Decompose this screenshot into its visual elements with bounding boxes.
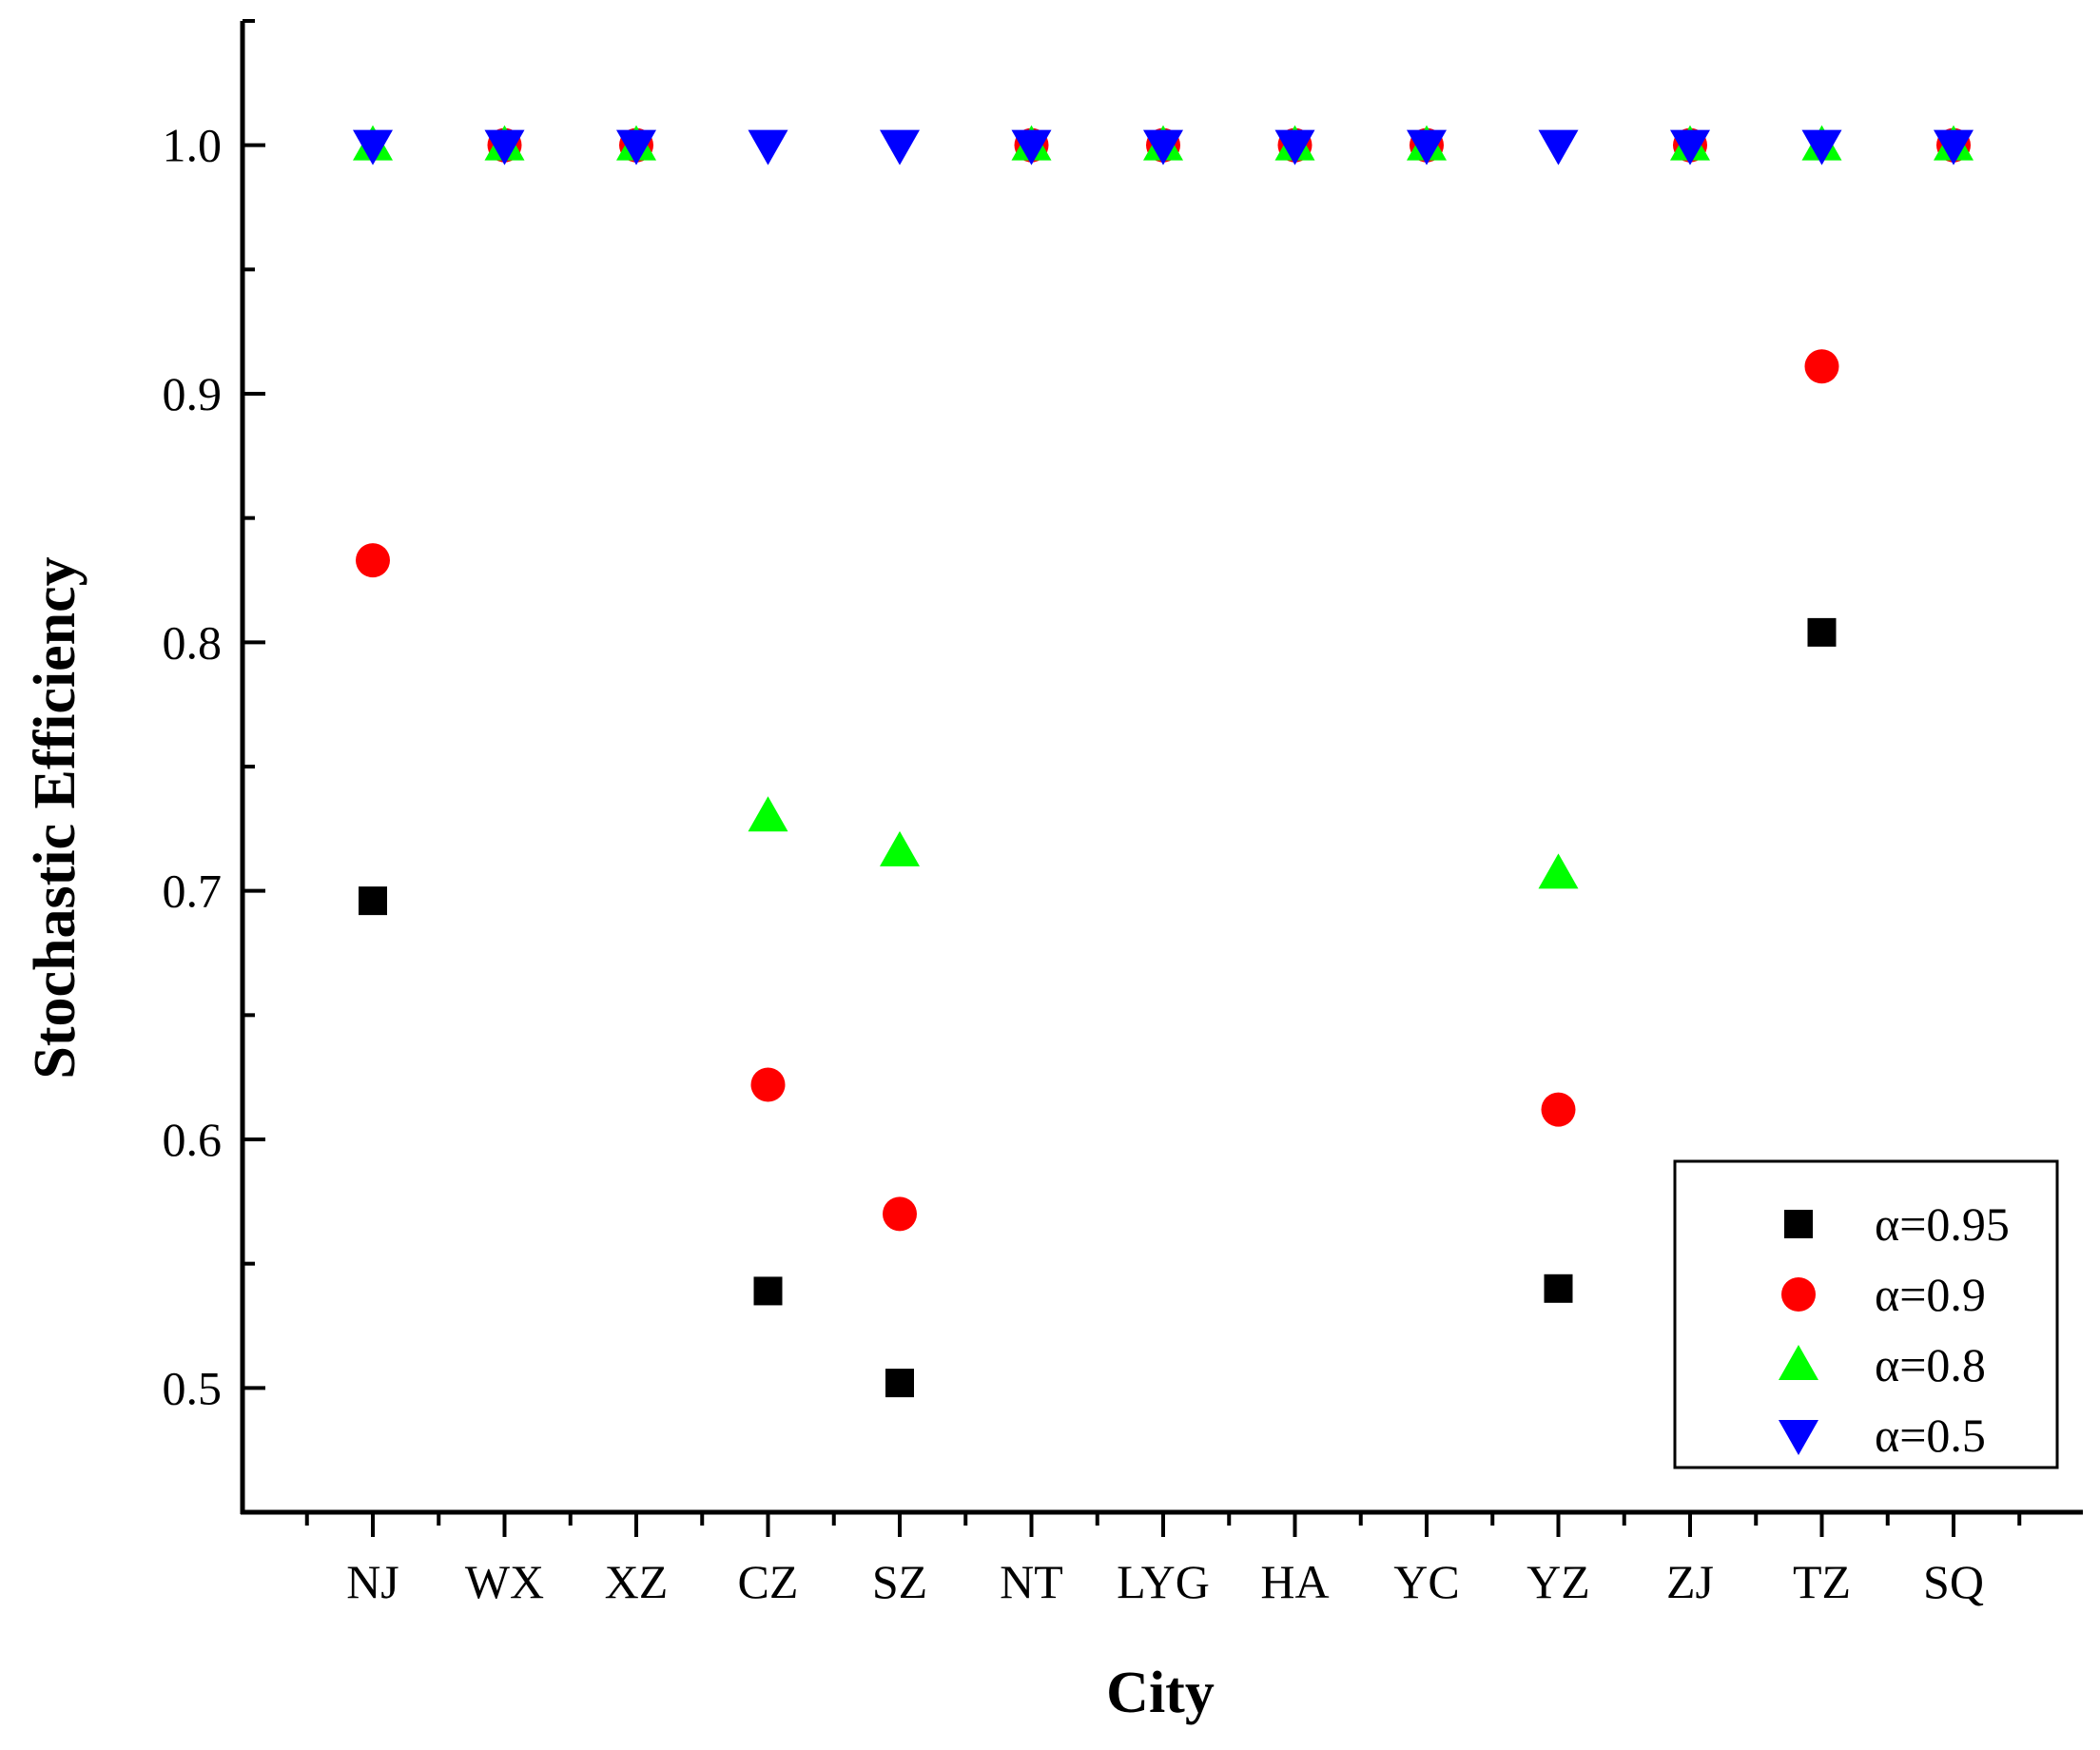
x-tick-label: LYG: [1117, 1555, 1210, 1608]
y-tick-label: 1.0: [163, 119, 223, 172]
data-point: [616, 129, 656, 165]
legend-marker: [1784, 1210, 1813, 1238]
x-tick-label: ZJ: [1666, 1555, 1714, 1608]
data-point: [1538, 853, 1579, 889]
x-tick-label: YC: [1393, 1555, 1459, 1608]
legend-label: α=0.9: [1875, 1268, 1986, 1321]
data-point: [1801, 129, 1842, 165]
x-tick-label: CZ: [738, 1555, 799, 1608]
y-axis-title: Stochastic Efficiency: [23, 556, 88, 1079]
series-3: [353, 129, 1974, 165]
data-point: [753, 1276, 783, 1306]
data-point: [1011, 129, 1052, 165]
y-tick-label: 0.6: [163, 1113, 223, 1166]
x-tick-label: YZ: [1526, 1555, 1590, 1608]
data-point: [1544, 1274, 1573, 1303]
x-tick-label: WX: [465, 1555, 544, 1608]
x-tick-label: XZ: [605, 1555, 669, 1608]
x-ticks: NJ WX XZ CZ SZ NT LYG HA YC YZ ZJ TZ SQ: [304, 1512, 2022, 1608]
legend-marker: [1779, 1420, 1818, 1455]
data-point: [353, 129, 393, 165]
data-point: [880, 830, 920, 866]
y-tick-label: 0.9: [163, 367, 223, 420]
x-axis-title: City: [1106, 1661, 1215, 1725]
data-point: [359, 886, 387, 916]
y-tick-label: 0.7: [163, 865, 223, 918]
data-point: [1934, 129, 1974, 165]
legend-marker: [1779, 1345, 1818, 1380]
data-point: [1804, 349, 1839, 384]
data-point: [1143, 129, 1183, 165]
data-point: [1274, 129, 1315, 165]
y-tick-label: 0.8: [163, 615, 223, 669]
legend-label: α=0.5: [1875, 1409, 1986, 1462]
data-point: [748, 796, 788, 832]
x-tick-label: SZ: [872, 1555, 927, 1608]
data-point: [484, 129, 525, 165]
legend-label: α=0.95: [1875, 1197, 2010, 1251]
data-point: [880, 129, 920, 165]
legend-marker: [1781, 1277, 1816, 1312]
legend: α=0.95 α=0.9 α=0.8 α=0.5: [1673, 1159, 2059, 1469]
data-point: [1407, 129, 1447, 165]
y-tick-label: 0.5: [163, 1361, 223, 1414]
series-2: [353, 125, 1974, 889]
data-point: [750, 1067, 786, 1102]
x-tick-label: HA: [1260, 1555, 1329, 1608]
legend-label: α=0.8: [1875, 1338, 1986, 1391]
x-tick-label: NT: [1000, 1555, 1063, 1608]
data-point: [748, 129, 788, 165]
data-point: [883, 1196, 917, 1232]
series-1: [356, 127, 1971, 1232]
legend-box: [1673, 1159, 2059, 1469]
x-tick-label: TZ: [1793, 1555, 1851, 1608]
data-point: [1807, 617, 1837, 647]
data-point: [885, 1369, 914, 1398]
x-tick-label: NJ: [346, 1555, 399, 1608]
data-point: [1670, 129, 1710, 165]
data-marks: [353, 125, 1974, 1398]
data-point: [1538, 129, 1579, 165]
y-ticks: 0.5 0.6 0.7 0.8 0.9 1.0: [163, 19, 265, 1514]
data-point: [356, 543, 390, 578]
x-tick-label: SQ: [1923, 1555, 1984, 1608]
data-point: [1541, 1092, 1576, 1127]
